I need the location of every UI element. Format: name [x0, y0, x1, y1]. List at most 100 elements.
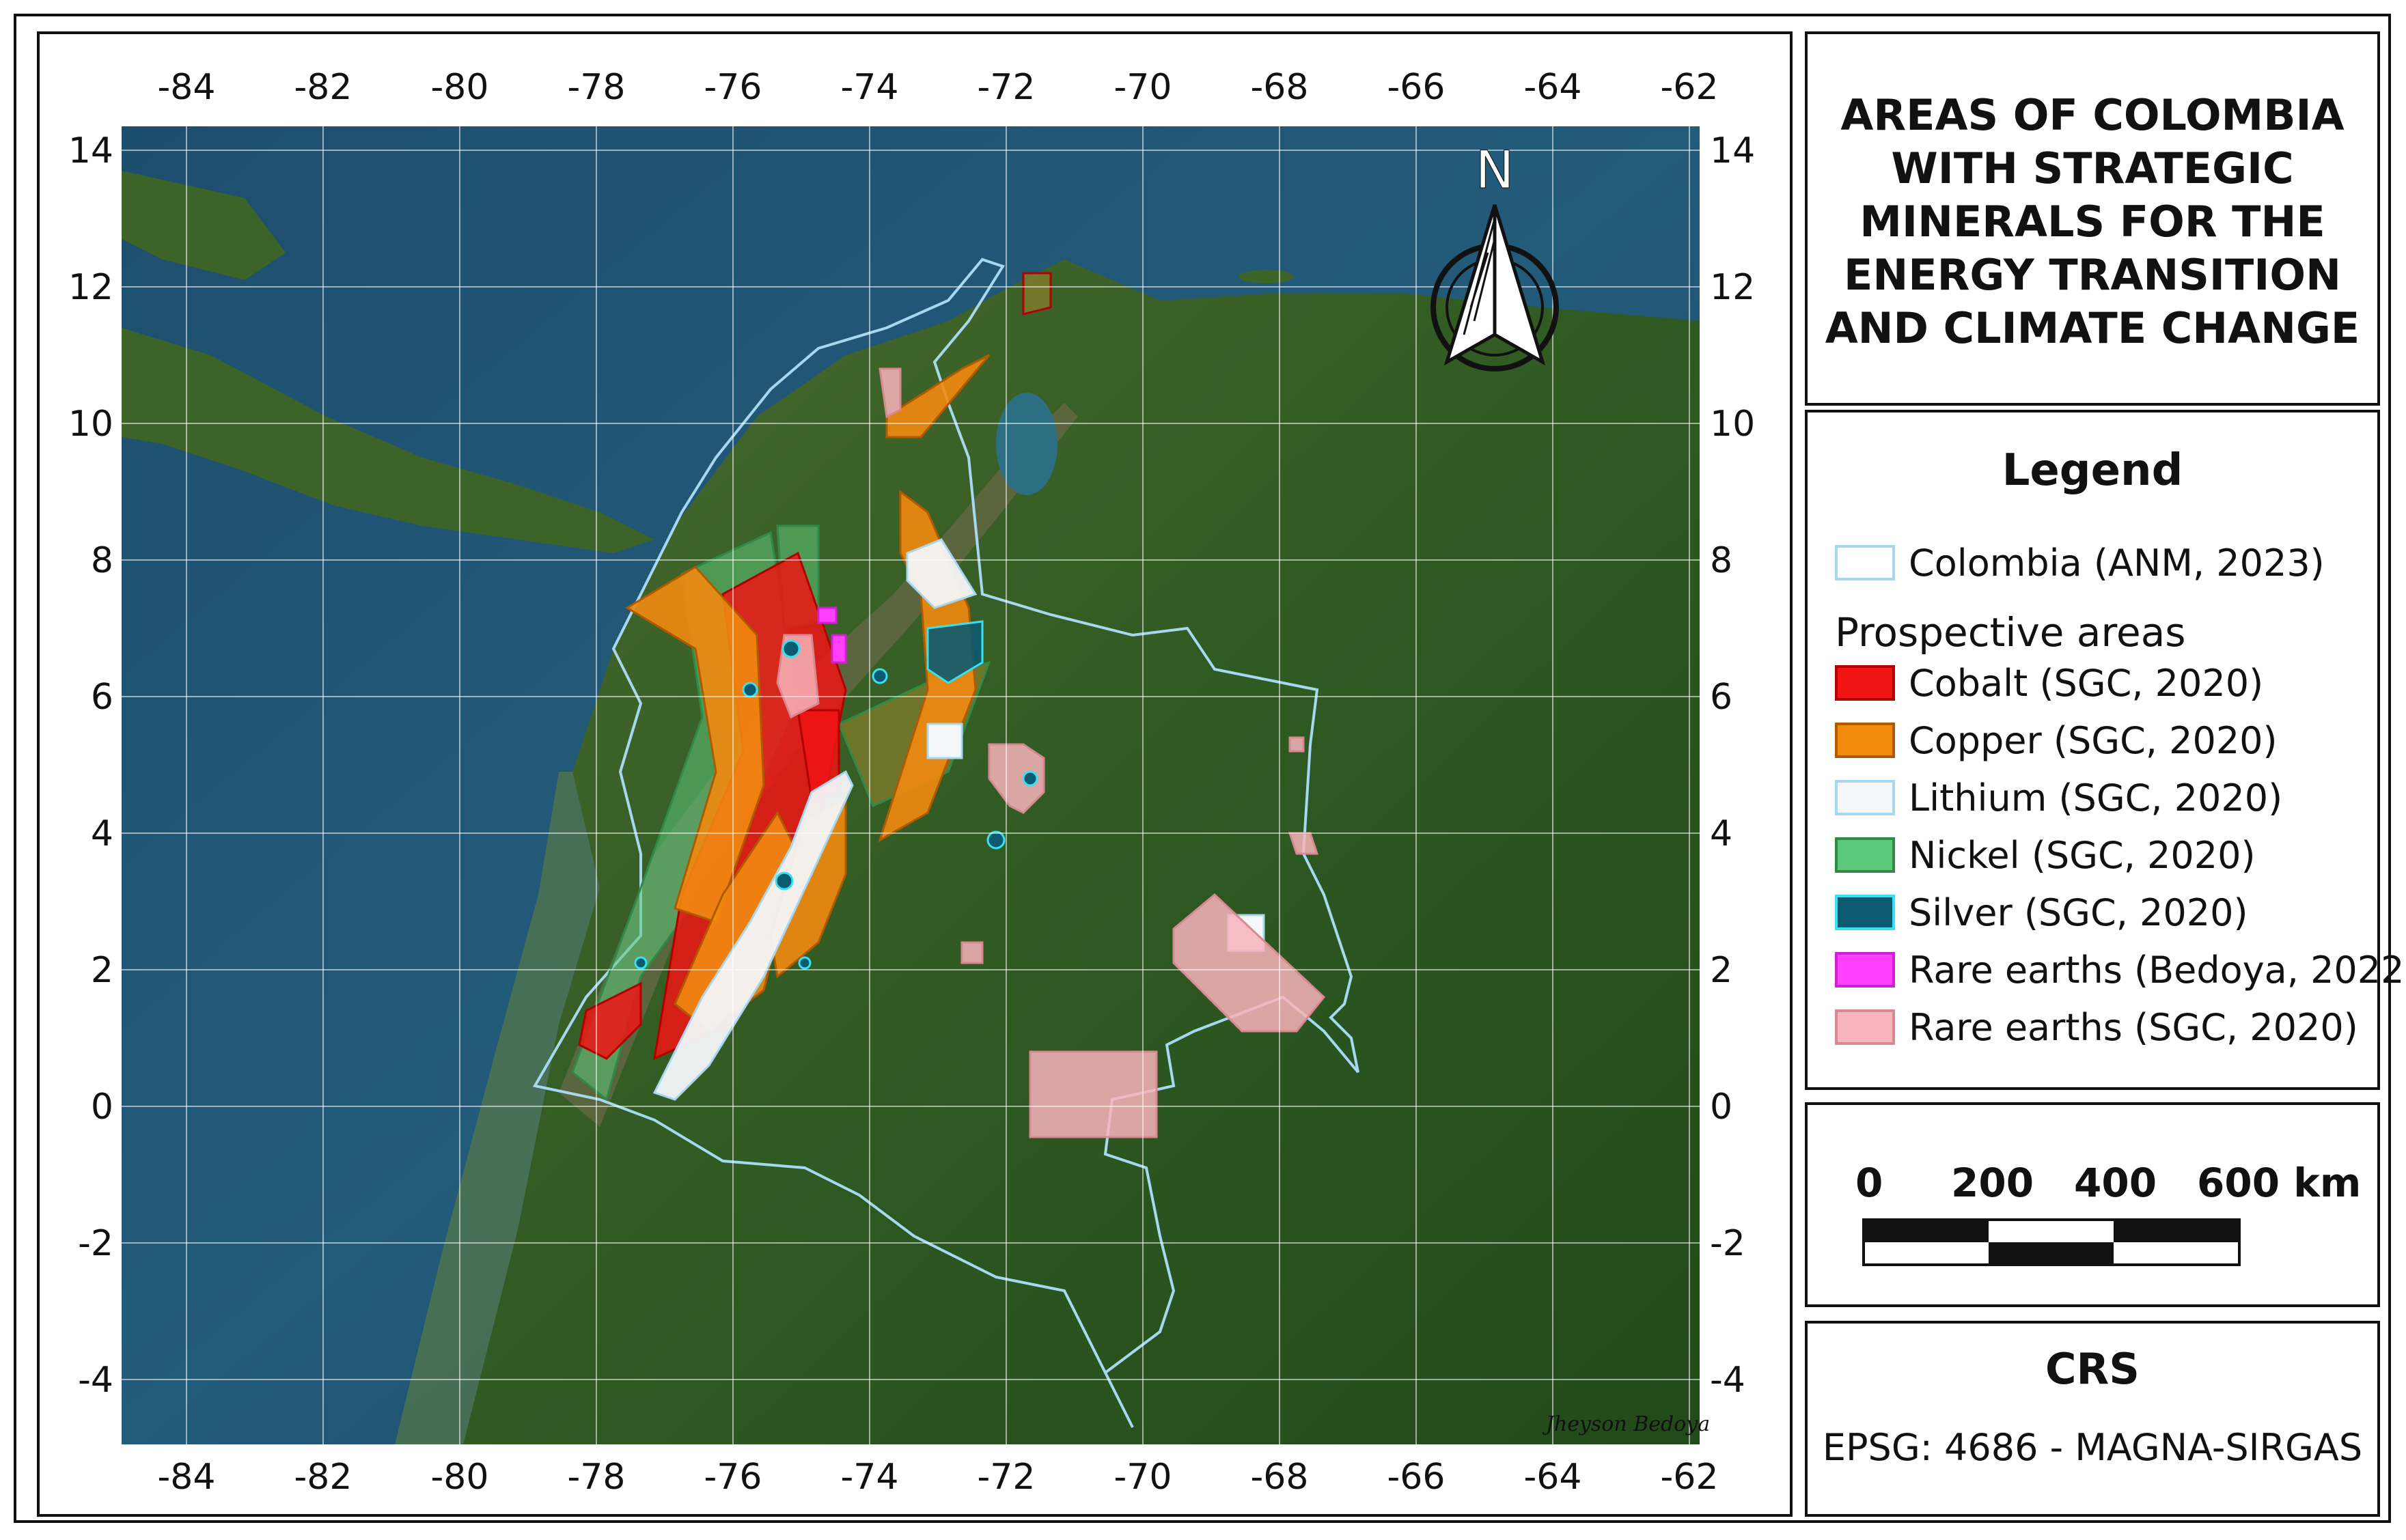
rare-earths-sgc-area: [988, 743, 1045, 814]
legend-label: Cobalt (SGC, 2020): [1909, 661, 2264, 705]
legend-item-copper: Copper (SGC, 2020): [1835, 718, 2278, 762]
legend-item-cobalt: Cobalt (SGC, 2020): [1835, 661, 2264, 705]
scale-bar-panel: 0 200 400 600 km: [1805, 1102, 2380, 1307]
satellite-basemap: [122, 126, 1700, 1444]
legend-section-label: Prospective areas: [1835, 609, 2186, 656]
rare-earths-sgc-area: [879, 367, 902, 419]
silver-area: [798, 956, 812, 970]
lon-tick-label: -68: [1251, 1457, 1309, 1498]
lon-tick-label: -62: [1661, 1457, 1719, 1498]
scale-label-200: 200: [1951, 1160, 2034, 1206]
lon-tick-label: -74: [841, 1457, 899, 1498]
north-arrow-icon: N: [1430, 139, 1559, 372]
silver-area: [742, 682, 758, 698]
title-panel: AREAS OF COLOMBIA WITH STRATEGIC MINERAL…: [1805, 31, 2380, 406]
lat-tick-label: -2: [78, 1223, 113, 1264]
lat-tick-label: 14: [1710, 130, 1755, 171]
silver-area: [634, 956, 648, 970]
bottom-lon-labels: -84 -82 -80 -78 -76 -74 -72 -70 -68 -66 …: [158, 1457, 1719, 1498]
rare-earths-sgc-area: [1288, 736, 1305, 753]
north-label: N: [1476, 139, 1515, 200]
legend-panel: Legend Colombia (ANM, 2023) Prospective …: [1805, 410, 2406, 1090]
lat-tick-label: 2: [1710, 950, 1732, 991]
lat-tick-label: 12: [68, 267, 113, 308]
lon-tick-label: -76: [704, 1457, 762, 1498]
lat-tick-label: 4: [91, 813, 113, 854]
lon-tick-label: -66: [1387, 67, 1446, 108]
lat-tick-label: 8: [1710, 540, 1732, 581]
rare-earths-bedoya-area: [831, 634, 847, 664]
crs-value: EPSG: 4686 - MAGNA-SIRGAS: [1822, 1426, 2363, 1469]
silver-area: [782, 639, 801, 658]
rare-earths-sgc-area: [1029, 1050, 1158, 1138]
copper-area: [1022, 272, 1052, 316]
lon-tick-label: -68: [1251, 67, 1309, 108]
crs-panel: CRS EPSG: 4686 - MAGNA-SIRGAS: [1805, 1321, 2380, 1517]
cobalt-area: [578, 981, 642, 1060]
legend-swatch: [1835, 837, 1895, 873]
legend-label: Silver (SGC, 2020): [1909, 891, 2248, 934]
lat-tick-label: 14: [68, 130, 113, 171]
lon-tick-label: -78: [568, 67, 626, 108]
graticule: [122, 126, 1700, 1444]
legend-label: Rare earths (Bedoya, 2022): [1909, 948, 2406, 992]
crs-title: CRS: [2045, 1344, 2140, 1394]
legend-swatch: [1835, 895, 1895, 930]
lon-tick-label: -82: [294, 67, 352, 108]
map-frame: -84 -82 -80 -78 -76 -74 -72 -70 -68 -66 …: [37, 31, 1793, 1517]
legend-swatch: [1835, 723, 1895, 758]
prospective-areas: [571, 272, 1326, 1138]
rare-earths-sgc-area: [960, 941, 984, 964]
legend-title: Legend: [2002, 445, 2183, 496]
lon-tick-label: -78: [568, 1457, 626, 1498]
lon-tick-label: -70: [1114, 1457, 1172, 1498]
silver-area: [926, 620, 984, 684]
copper-area: [674, 811, 799, 1033]
lat-tick-label: 4: [1710, 813, 1732, 854]
lat-tick-label: 8: [91, 540, 113, 581]
lon-tick-label: -84: [158, 67, 216, 108]
silver-area: [1022, 770, 1038, 787]
author-signature: Jheyson Bedoya: [1542, 1412, 1710, 1436]
scale-label-600-km: 600 km: [2197, 1160, 2362, 1206]
lat-tick-label: 6: [91, 677, 113, 718]
lon-tick-label: -72: [978, 1457, 1036, 1498]
legend-swatch: [1835, 1009, 1895, 1045]
lat-tick-label: 10: [68, 404, 113, 445]
lat-tick-label: 10: [1710, 404, 1755, 445]
silver-area: [986, 830, 1006, 850]
lon-tick-label: -64: [1524, 1457, 1582, 1498]
legend-item-colombia-boundary: Colombia (ANM, 2023): [1835, 542, 2325, 585]
legend-item-rare-earths-sgc: Rare earths (SGC, 2020): [1835, 1005, 2358, 1049]
silver-area: [775, 871, 794, 891]
lat-tick-label: -2: [1710, 1223, 1745, 1264]
silver-area: [872, 668, 888, 684]
legend-item-rare-earths-bedoya: Rare earths (Bedoya, 2022): [1835, 948, 2406, 992]
lon-tick-label: -70: [1114, 67, 1172, 108]
scale-label-400: 400: [2074, 1160, 2157, 1206]
legend-label: Rare earths (SGC, 2020): [1909, 1005, 2358, 1049]
colombia-boundary: [532, 257, 1359, 1428]
lat-tick-label: 12: [1710, 267, 1755, 308]
rare-earths-bedoya-area: [817, 606, 838, 624]
legend-label: Copper (SGC, 2020): [1909, 718, 2278, 762]
legend-swatch: [1835, 665, 1895, 701]
legend-label: Lithium (SGC, 2020): [1909, 776, 2283, 820]
lon-tick-label: -66: [1387, 1457, 1446, 1498]
lat-tick-label: 0: [91, 1087, 113, 1128]
rare-earths-sgc-area: [1172, 893, 1326, 1033]
figure-sheet: -84 -82 -80 -78 -76 -74 -72 -70 -68 -66 …: [14, 14, 2406, 1523]
lon-tick-label: -74: [841, 67, 899, 108]
lithium-area: [652, 770, 854, 1101]
scale-bar: [1862, 1218, 2241, 1266]
scale-label-0: 0: [1855, 1160, 1883, 1206]
lon-tick-label: -80: [431, 67, 489, 108]
map-canvas: -84 -82 -80 -78 -76 -74 -72 -70 -68 -66 …: [68, 67, 1755, 1498]
copper-area: [885, 354, 991, 438]
lon-tick-label: -72: [978, 67, 1036, 108]
lon-tick-label: -84: [158, 1457, 216, 1498]
lon-tick-label: -64: [1524, 67, 1582, 108]
lat-tick-label: 2: [91, 950, 113, 991]
lon-tick-label: -62: [1661, 67, 1719, 108]
lat-tick-label: 6: [1710, 677, 1732, 718]
